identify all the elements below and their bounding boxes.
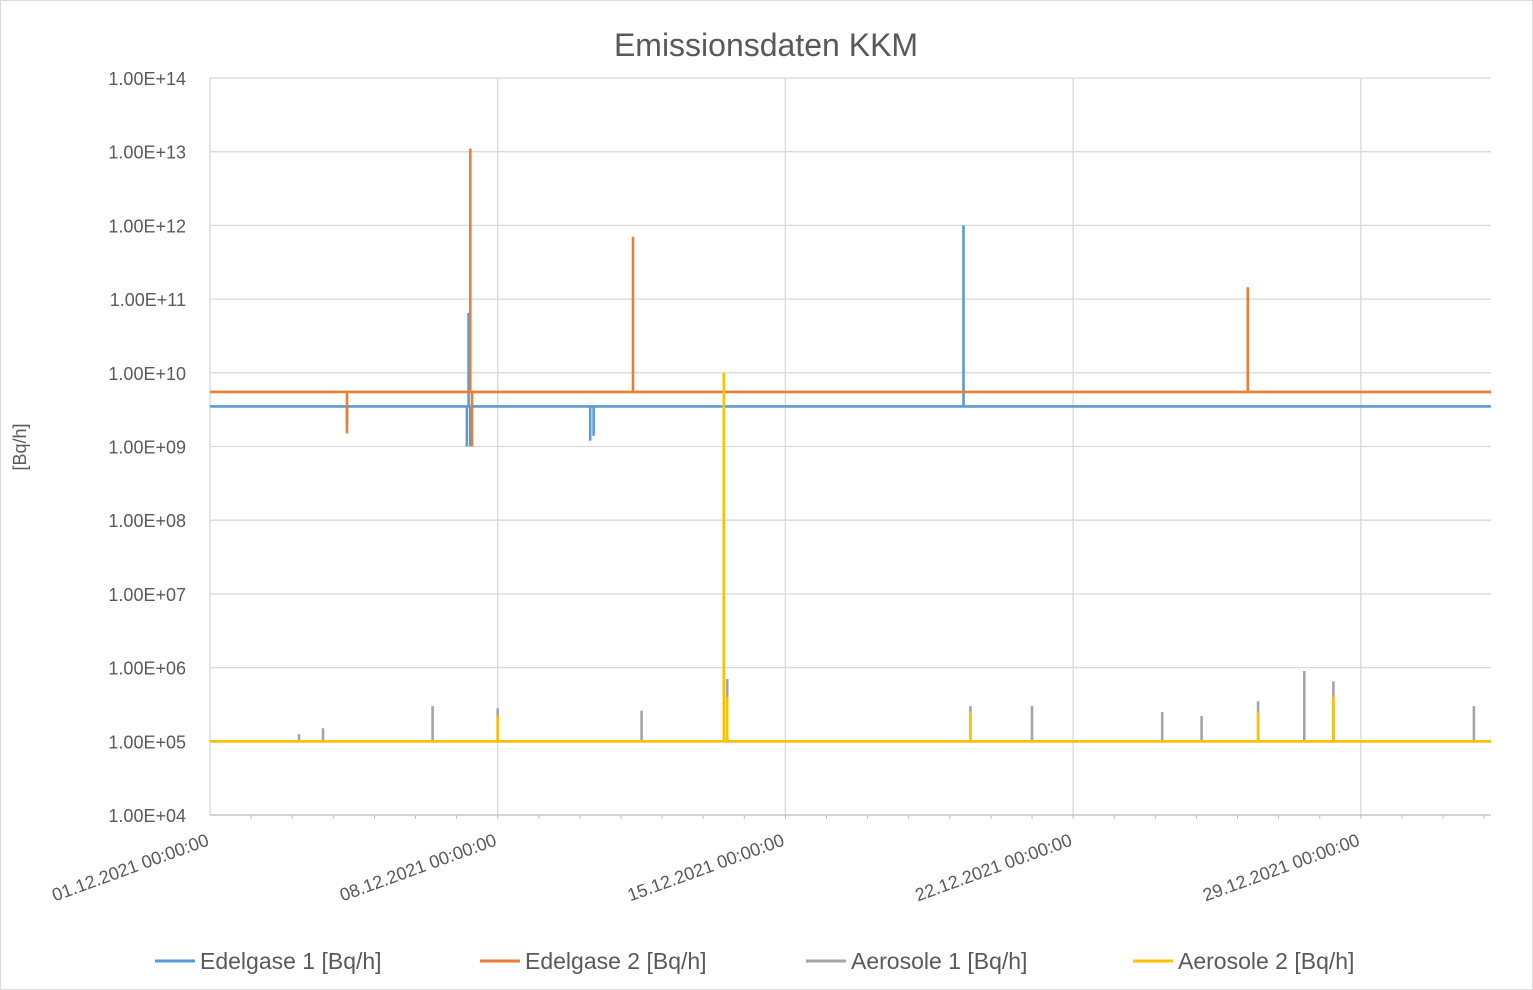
series-line-3 <box>210 520 1491 743</box>
y-tick-label: 1.00E+06 <box>108 659 186 679</box>
series-line-2 <box>210 148 1491 447</box>
y-tick-label: 1.00E+14 <box>108 69 186 89</box>
y-tick-label: 1.00E+11 <box>110 290 186 310</box>
legend-label: Edelgase 2 [Bq/h] <box>525 948 707 974</box>
legend-label: Edelgase 1 [Bq/h] <box>200 948 382 974</box>
y-tick-label: 1.00E+13 <box>108 143 186 163</box>
legend-label: Aerosole 2 [Bq/h] <box>1178 948 1354 974</box>
y-tick-label: 1.00E+10 <box>108 364 186 384</box>
y-tick-label: 1.00E+08 <box>108 511 186 531</box>
series-line-1 <box>210 225 1491 447</box>
y-tick-label: 1.00E+04 <box>108 806 186 826</box>
chart-title: Emissionsdaten KKM <box>614 27 918 63</box>
y-tick-label: 1.00E+05 <box>108 732 186 752</box>
y-tick-label: 1.00E+09 <box>108 438 186 458</box>
y-tick-label: 1.00E+12 <box>108 216 186 236</box>
series-line-4 <box>210 372 1491 743</box>
legend-label: Aerosole 1 [Bq/h] <box>851 948 1027 974</box>
y-tick-label: 1.00E+07 <box>108 585 186 605</box>
y-axis-label: [Bq/h] <box>10 423 30 470</box>
legend: Edelgase 1 [Bq/h] Edelgase 2 [Bq/h] Aeroso… <box>155 948 1354 974</box>
series-lines <box>210 148 1491 743</box>
y-tick-labels: 1.00E+04 1.00E+05 1.00E+06 1.00E+07 1.00E+08… <box>108 69 186 826</box>
